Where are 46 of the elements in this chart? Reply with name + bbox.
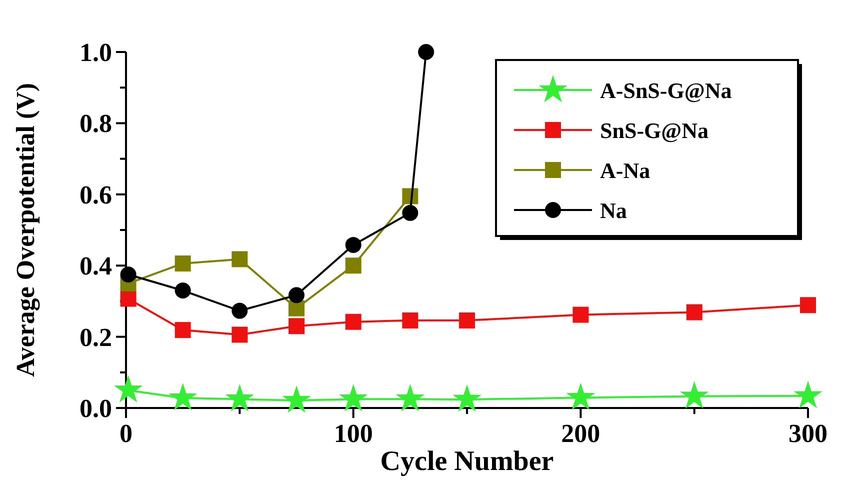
point bbox=[402, 312, 418, 328]
point bbox=[794, 380, 822, 408]
y-tick-label: 1.0 bbox=[80, 38, 112, 67]
point bbox=[120, 266, 136, 282]
point bbox=[232, 326, 248, 343]
x-tick-label: 100 bbox=[334, 419, 373, 448]
point bbox=[288, 287, 304, 304]
x-axis-title: Cycle Number bbox=[380, 446, 554, 477]
point bbox=[288, 318, 304, 334]
point bbox=[225, 384, 254, 412]
point bbox=[282, 385, 311, 413]
text: 0.0 bbox=[80, 394, 112, 423]
point bbox=[174, 282, 191, 299]
point bbox=[174, 255, 191, 272]
point bbox=[174, 322, 191, 338]
x-tick-label: 300 bbox=[788, 419, 828, 448]
point bbox=[572, 306, 589, 323]
point bbox=[338, 384, 368, 412]
point bbox=[168, 382, 198, 410]
point bbox=[232, 251, 248, 268]
point bbox=[680, 381, 709, 408]
x-tick-label: 200 bbox=[561, 419, 600, 448]
point bbox=[232, 302, 248, 319]
point bbox=[459, 312, 475, 328]
point bbox=[114, 375, 143, 402]
x-tick-label: 0 bbox=[120, 419, 132, 448]
y-axis-title: Average Overpotential (V) bbox=[11, 82, 40, 378]
point bbox=[800, 297, 816, 314]
legend-label: A-SnS-G@Na bbox=[600, 78, 732, 103]
point bbox=[566, 382, 596, 410]
point bbox=[120, 290, 136, 307]
y-tick-label: 0.8 bbox=[80, 109, 112, 138]
point bbox=[686, 304, 702, 320]
legend-label: Na bbox=[600, 198, 627, 223]
legend-label: SnS-G@Na bbox=[600, 118, 708, 143]
y-tick-label: 0.4 bbox=[80, 252, 112, 281]
legend-label: A-Na bbox=[600, 158, 650, 183]
y-tick-label: 0.2 bbox=[80, 322, 112, 352]
point bbox=[345, 314, 362, 330]
point bbox=[452, 384, 482, 412]
point bbox=[288, 300, 304, 316]
point bbox=[396, 384, 425, 412]
point bbox=[345, 258, 362, 274]
point bbox=[345, 236, 362, 253]
y-tick-label: 0.6 bbox=[80, 180, 112, 210]
point bbox=[402, 204, 418, 221]
